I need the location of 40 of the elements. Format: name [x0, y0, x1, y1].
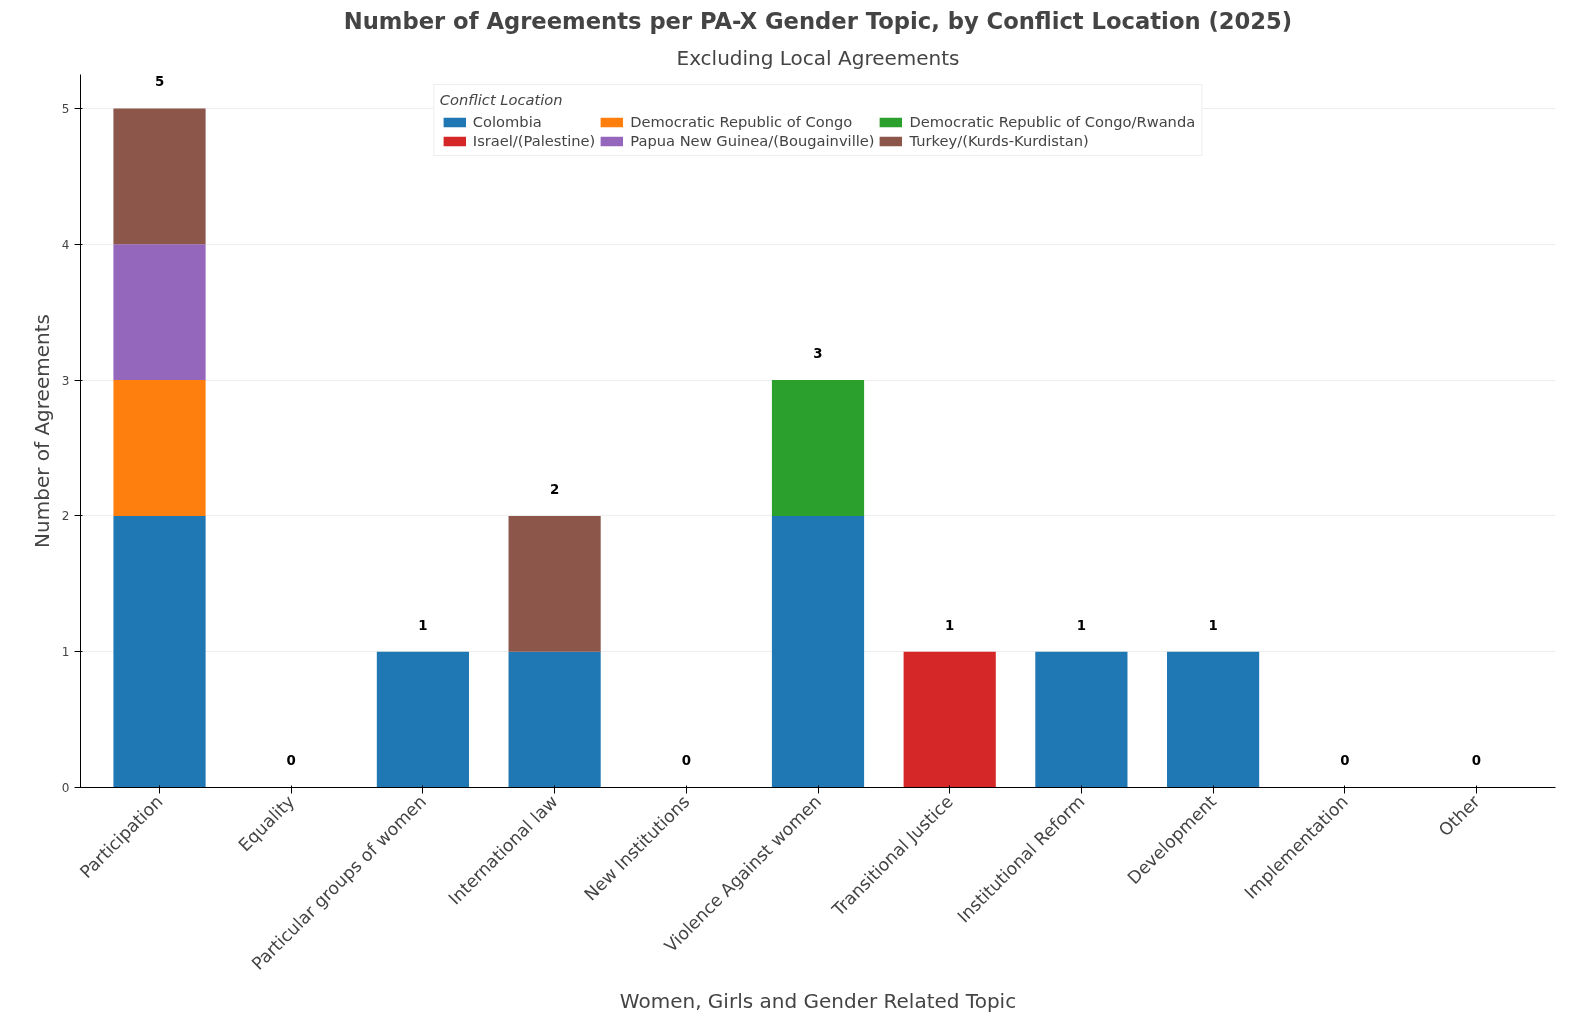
total-label: 1: [1076, 617, 1087, 633]
bar: [1035, 651, 1128, 788]
chart-subtitle: Excluding Local Agreements: [676, 45, 960, 70]
bar: [508, 515, 601, 652]
y-tick-label: 0: [61, 781, 70, 795]
bar: [903, 651, 996, 788]
y-tick-label: 3: [61, 373, 70, 388]
bar: [113, 244, 206, 381]
y-tick-label: 1: [61, 645, 70, 660]
total-label: 1: [1208, 617, 1218, 633]
legend-label: Papua New Guinea/(Bougainville): [630, 132, 875, 149]
bar: [771, 515, 865, 788]
legend-label: Democratic Republic of Congo: [630, 113, 853, 130]
bar: [771, 380, 865, 516]
bar: [376, 651, 469, 788]
legend-label: Colombia: [472, 113, 542, 130]
legend-label: Israel/(Palestine): [472, 132, 596, 149]
y-tick-label: 5: [61, 101, 70, 116]
total-label: 2: [549, 481, 560, 497]
total-label: 5: [154, 74, 165, 90]
bar: [113, 108, 206, 245]
total-label: 3: [813, 345, 823, 361]
y-axis-title: Number of Agreements: [29, 314, 54, 548]
total-label: 0: [1340, 753, 1350, 769]
bar: [508, 651, 601, 788]
x-axis-title: Women, Girls and Gender Related Topic: [619, 988, 1017, 1013]
total-label: 0: [681, 753, 691, 769]
total-label: 1: [418, 617, 428, 633]
total-label: 0: [1471, 753, 1482, 769]
total-label: 0: [286, 753, 296, 769]
legend-label: Democratic Republic of Congo/Rwanda: [909, 113, 1196, 130]
bar: [1167, 651, 1260, 788]
y-tick-label: 4: [61, 237, 70, 252]
legend-label: Turkey/(Kurds-Kurdistan): [909, 132, 1089, 149]
bar: [113, 380, 206, 516]
chart-title: Number of Agreements per PA-X Gender Topic, by Conflict Location (2025): [343, 7, 1293, 34]
bar: [113, 515, 206, 788]
legend-title: Conflict Location: [439, 91, 564, 108]
y-tick-label: 2: [61, 509, 70, 524]
total-label: 1: [945, 617, 955, 633]
